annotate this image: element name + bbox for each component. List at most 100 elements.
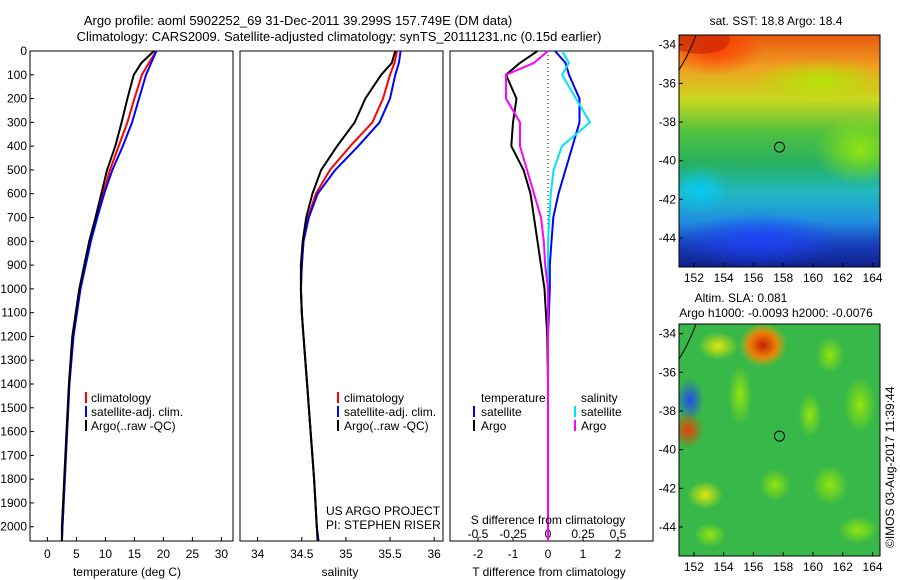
latitude-label: -42 xyxy=(659,192,677,206)
depth-tick-label: 0 xyxy=(20,44,27,58)
longitude-label: 164 xyxy=(863,271,883,285)
x-tick-label: 36 xyxy=(427,547,441,561)
sla-map-frame xyxy=(678,323,881,557)
legend-label-argo: Argo(..raw -QC) xyxy=(344,419,429,433)
latitude-label: -40 xyxy=(659,443,677,457)
x-tick-label: 34.5 xyxy=(290,547,314,561)
legend-label-t-argo: Argo xyxy=(481,419,507,433)
latitude-label: -36 xyxy=(659,76,677,90)
series-line-t-satellite xyxy=(547,50,581,541)
x-tick-label: -1 xyxy=(508,547,519,561)
salinity-plot-frame xyxy=(239,50,444,542)
salinity-x-axis: 34 34.5 35 35.5 36 xyxy=(251,537,441,561)
depth-tick-label: 1800 xyxy=(0,472,27,486)
depth-tick-label: 1700 xyxy=(0,448,27,462)
depth-tick-label: 400 xyxy=(7,139,27,153)
sla-field xyxy=(679,324,880,556)
longitude-label: 160 xyxy=(803,271,823,285)
latitude-label: -38 xyxy=(659,115,677,129)
longitude-label: 162 xyxy=(833,271,853,285)
latitude-label: -44 xyxy=(659,231,677,245)
pi-credit: PI: STEPHEN RISER xyxy=(326,518,441,532)
legend-label-climatology: climatology xyxy=(91,391,151,405)
legend-label-argo: Argo(..raw -QC) xyxy=(91,419,176,433)
latitude-label: -36 xyxy=(659,365,677,379)
temperature-x-label: temperature (deg C) xyxy=(73,565,181,579)
sst-coastline xyxy=(678,34,697,71)
sst-field xyxy=(679,35,880,267)
depth-tick-label: 500 xyxy=(7,163,27,177)
depth-tick-label: 1500 xyxy=(0,401,27,415)
salinity-x-label: salinity xyxy=(322,565,359,579)
series-line-satellite-adj-clim xyxy=(299,50,402,542)
depth-tick-label: 1200 xyxy=(0,329,27,343)
latitude-label: -38 xyxy=(659,404,677,418)
x-tick-label: 0 xyxy=(545,547,552,561)
difference-panel: -2 -1 0 1 2 -0.5 -0.25 0 0.25 0.5 S difference f… xyxy=(449,50,654,579)
sla-map-title-line2: Argo h1000: -0.0093 h2000: -0.0076 xyxy=(679,306,873,320)
legend-title-salinity: salinity xyxy=(581,391,618,405)
latitude-label: -34 xyxy=(659,38,677,52)
x-tick-label: 30 xyxy=(215,547,229,561)
x-tick-label: 15 xyxy=(128,547,142,561)
legend-label-satellite: satellite-adj. clim. xyxy=(91,405,183,419)
longitude-label: 156 xyxy=(743,271,763,285)
latitude-label: -34 xyxy=(659,327,677,341)
sst-map-frame xyxy=(678,34,881,268)
x-tick-label: 1 xyxy=(580,547,587,561)
depth-tick-label: 1400 xyxy=(0,377,27,391)
depth-tick-label: 1900 xyxy=(0,496,27,510)
latitude-label: -44 xyxy=(659,520,677,534)
temperature-legend: climatology satellite-adj. clim. Argo(..… xyxy=(85,391,183,433)
project-credit: US ARGO PROJECT xyxy=(326,504,441,518)
depth-tick-label: 1100 xyxy=(1,306,27,320)
latitude-label: -42 xyxy=(659,481,677,495)
temperature-plot-frame xyxy=(29,50,234,542)
depth-tick-label: 700 xyxy=(7,211,27,225)
x-tick-label: 10 xyxy=(99,547,113,561)
temperature-x-axis: 0 5 10 15 20 25 30 xyxy=(44,537,228,561)
x-tick-label: 35 xyxy=(339,547,353,561)
x-tick-label: 2 xyxy=(615,547,622,561)
s-difference-label: S difference from climatology xyxy=(471,513,626,527)
sst-map-panel: sat. SST: 18.8 Argo: 18.4 152 154 156 158 16… xyxy=(659,14,883,285)
legend-label-satellite: satellite-adj. clim. xyxy=(344,405,436,419)
difference-series xyxy=(505,50,591,541)
sla-coastline xyxy=(678,323,697,360)
imos-timestamp: ©IMOS 03-Aug-2017 11:39:44 xyxy=(883,386,897,548)
sst-argo-location-marker xyxy=(773,141,785,153)
depth-tick-label: 600 xyxy=(7,187,27,201)
sla-argo-location-marker xyxy=(773,430,785,442)
legend-title-temperature: temperature xyxy=(481,391,546,405)
depth-tick-label: 2000 xyxy=(0,520,27,534)
depth-tick-label: 1000 xyxy=(0,282,27,296)
x-tick-label: 5 xyxy=(73,547,80,561)
figure-title-line1: Argo profile: aoml 5902252_69 31-Dec-201… xyxy=(84,13,512,28)
t-difference-label: T difference from climatology xyxy=(472,565,626,579)
s-diff-tick-label: 0.5 xyxy=(610,527,627,541)
latitude-label: -40 xyxy=(659,154,677,168)
x-tick-label: 34 xyxy=(251,547,265,561)
depth-tick-label: 1300 xyxy=(0,353,27,367)
longitude-label: 154 xyxy=(714,560,734,574)
x-tick-label: 0 xyxy=(44,547,51,561)
series-line-climatology xyxy=(60,50,158,542)
depth-tick-label: 900 xyxy=(7,258,27,272)
sla-map-title-line1: Altim. SLA: 0.081 xyxy=(695,291,788,305)
difference-legend: temperature satellite Argo salinity sate… xyxy=(473,391,622,433)
depth-axis: 0 100 200 300 400 500 600 700 800 900 1000 1100 1200… xyxy=(0,44,34,534)
longitude-label: 152 xyxy=(684,271,704,285)
sla-map-panel: Altim. SLA: 0.081 Argo h1000: -0.0093 h2… xyxy=(659,291,883,574)
s-diff-tick-label: -0.5 xyxy=(468,527,489,541)
sst-map-title: sat. SST: 18.8 Argo: 18.4 xyxy=(710,14,843,28)
x-tick-label: 25 xyxy=(186,547,200,561)
series-line-satellite-adj-clim xyxy=(60,50,158,542)
temperature-panel: 0100200300400500600700800900100011001200… xyxy=(0,44,234,579)
salinity-series xyxy=(299,50,402,542)
x-tick-label: 20 xyxy=(157,547,171,561)
longitude-label: 156 xyxy=(743,560,763,574)
figure-title-line2: Climatology: CARS2009. Satellite-adjuste… xyxy=(77,29,602,44)
s-diff-tick-label: 0.25 xyxy=(571,527,595,541)
series-line-s-argo xyxy=(505,50,549,541)
